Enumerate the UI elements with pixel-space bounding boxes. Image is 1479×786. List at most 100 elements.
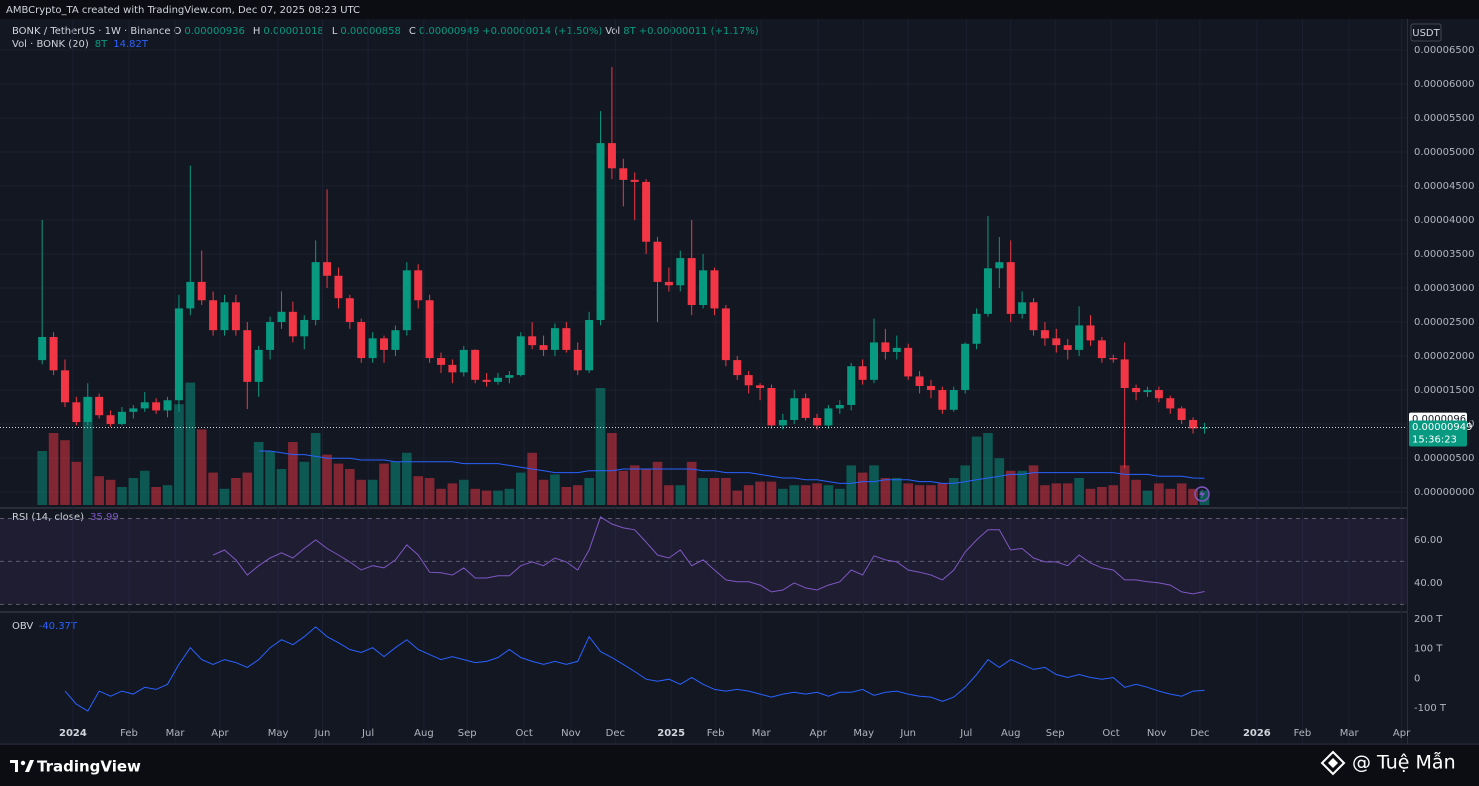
candle-body (334, 275, 343, 299)
candle-body (368, 338, 377, 359)
candle-body (117, 411, 126, 425)
volume-bar (436, 488, 446, 505)
volume-bar (572, 485, 583, 505)
legend-item: 8T (623, 26, 636, 37)
volume-bar (1142, 490, 1153, 505)
volume-bar (698, 478, 708, 505)
volume-bar (94, 476, 104, 505)
logo-dot (20, 760, 26, 766)
candle-body (847, 366, 856, 406)
x-tick-label: Sep (1046, 728, 1065, 739)
volume-bar (983, 433, 993, 505)
volume-bar (652, 461, 663, 505)
candle-body (756, 385, 765, 389)
legend-item: 0.00001018 (263, 26, 323, 37)
legend-item: +0.00000014 (+1.50%) (482, 26, 602, 37)
candle-body (961, 343, 970, 391)
currency: USDT (1412, 28, 1440, 39)
volume-bar (686, 461, 697, 505)
volume-bar (994, 458, 1005, 505)
obv-title: OBV (12, 621, 33, 632)
candle-body (459, 349, 468, 373)
x-tick-label: Sep (458, 728, 477, 739)
y-tick-label: 0.00002000 (1414, 351, 1474, 362)
candle-body (938, 390, 947, 410)
candle-body (516, 336, 525, 376)
volume-bar (139, 470, 150, 505)
volume-bar (869, 465, 879, 505)
volume-bar (732, 490, 743, 505)
candle-body (471, 349, 480, 380)
volume-bar (1040, 485, 1050, 505)
rsi-value: 35.99 (90, 512, 119, 523)
candle-body (231, 302, 240, 331)
x-tick-label: Feb (1294, 728, 1312, 739)
candle-body (881, 342, 890, 352)
volume-legend: Vol · BONK (20) 8T 14.82T (12, 39, 149, 50)
y-tick-label: 0.00004500 (1414, 181, 1474, 192)
x-tick-label: Nov (1147, 728, 1167, 739)
candle-body (83, 396, 92, 423)
y-tick-label: 0.00001500 (1414, 385, 1474, 396)
candle-body (1177, 408, 1186, 420)
candle-body (733, 360, 742, 376)
volume-bar (914, 485, 925, 505)
volume-bar (265, 451, 275, 505)
y-tick-label: 0.00005500 (1414, 113, 1474, 124)
candle-body (767, 388, 776, 426)
volume-bar (1051, 483, 1062, 505)
candle-body (1052, 338, 1061, 346)
volume-bar (1131, 479, 1141, 505)
volume-bar (778, 488, 788, 505)
brand-logo (10, 760, 34, 772)
x-tick-label: Dec (1190, 728, 1209, 739)
candle-body (277, 311, 286, 323)
candle-body (1109, 358, 1118, 360)
volume-bar (196, 429, 207, 505)
candle-body (95, 396, 104, 416)
candle-body (664, 281, 673, 286)
volume-bar (789, 485, 800, 505)
volume-bar (618, 470, 629, 505)
volume-bar (948, 478, 959, 505)
volume-bar (846, 465, 857, 505)
volume-bar (641, 469, 651, 505)
alert-bolt (1199, 489, 1205, 499)
y-tick-label: 0 (1414, 673, 1420, 684)
volume-bar (481, 490, 492, 505)
y-tick-label: 0.00000500 (1414, 453, 1474, 464)
volume-bar (1165, 488, 1176, 505)
volume-bar (1119, 465, 1130, 505)
volume-bar (1188, 488, 1198, 505)
price-label: 0.00000949 (1412, 422, 1472, 433)
y-tick-label: 60.00 (1414, 535, 1443, 546)
legend-item: O (174, 26, 182, 37)
volume-bar (1097, 487, 1107, 505)
candle-body (1166, 398, 1175, 409)
x-tick-label: Aug (414, 728, 434, 739)
y-tick-label: 0.00002500 (1414, 317, 1474, 328)
alert-icon[interactable] (1194, 486, 1210, 502)
x-tick-label: Jul (959, 728, 972, 739)
legend-item: C (409, 26, 416, 37)
volume-bar (322, 454, 332, 505)
footer-bar (0, 745, 1479, 786)
candle-body (425, 300, 434, 359)
logo-mark (10, 760, 18, 772)
x-tick-label: Aug (1001, 728, 1021, 739)
candle-body (1200, 427, 1209, 429)
candle-body (357, 322, 366, 359)
volume-bar (675, 485, 686, 505)
brand: TradingView (37, 758, 141, 776)
volume-bar (299, 461, 310, 505)
obv-value: -40.37T (39, 621, 78, 632)
currency-box[interactable] (1410, 23, 1442, 42)
volume-bar (504, 488, 515, 505)
candle-body (904, 347, 913, 377)
volume-bar (971, 436, 982, 505)
rsi-legend: RSI (14, close) 35.99 (12, 512, 119, 523)
candle-body (721, 308, 730, 361)
candle-body (129, 408, 138, 412)
volume-bar (128, 478, 139, 505)
